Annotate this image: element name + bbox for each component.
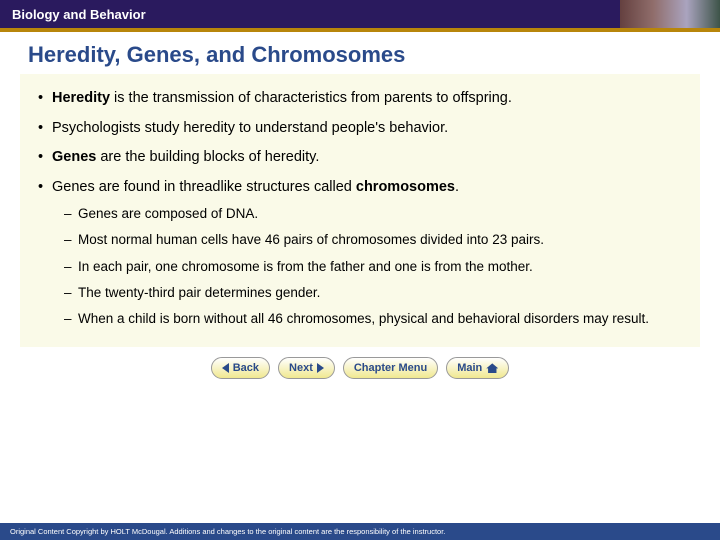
chapter-title: Biology and Behavior [12,7,146,22]
header-decoration [620,0,720,28]
bullet-item: Heredity is the transmission of characte… [34,84,686,114]
home-icon [486,363,498,373]
bullet-list: Heredity is the transmission of characte… [34,84,686,337]
sub-bullet-list: Genes are composed of DNA. Most normal h… [52,201,686,332]
content-box: Heredity is the transmission of characte… [20,74,700,347]
chapter-menu-button[interactable]: Chapter Menu [343,357,438,379]
back-button[interactable]: Back [211,357,270,379]
bullet-item: Psychologists study heredity to understa… [34,114,686,144]
nav-bar: Back Next Chapter Menu Main [0,347,720,383]
sub-bullet-item: The twenty-third pair determines gender. [52,280,686,306]
sub-bullet-item: In each pair, one chromosome is from the… [52,254,686,280]
chapter-header: Biology and Behavior [0,0,720,28]
sub-bullet-item: When a child is born without all 46 chro… [52,306,686,332]
triangle-right-icon [317,363,324,373]
triangle-left-icon [222,363,229,373]
page-title: Heredity, Genes, and Chromosomes [0,32,720,74]
next-button[interactable]: Next [278,357,335,379]
sub-bullet-item: Most normal human cells have 46 pairs of… [52,227,686,253]
footer-copyright: Original Content Copyright by HOLT McDou… [0,523,720,540]
bullet-item: Genes are the building blocks of heredit… [34,143,686,173]
bullet-item: Genes are found in threadlike structures… [34,173,686,338]
main-button[interactable]: Main [446,357,509,379]
sub-bullet-item: Genes are composed of DNA. [52,201,686,227]
